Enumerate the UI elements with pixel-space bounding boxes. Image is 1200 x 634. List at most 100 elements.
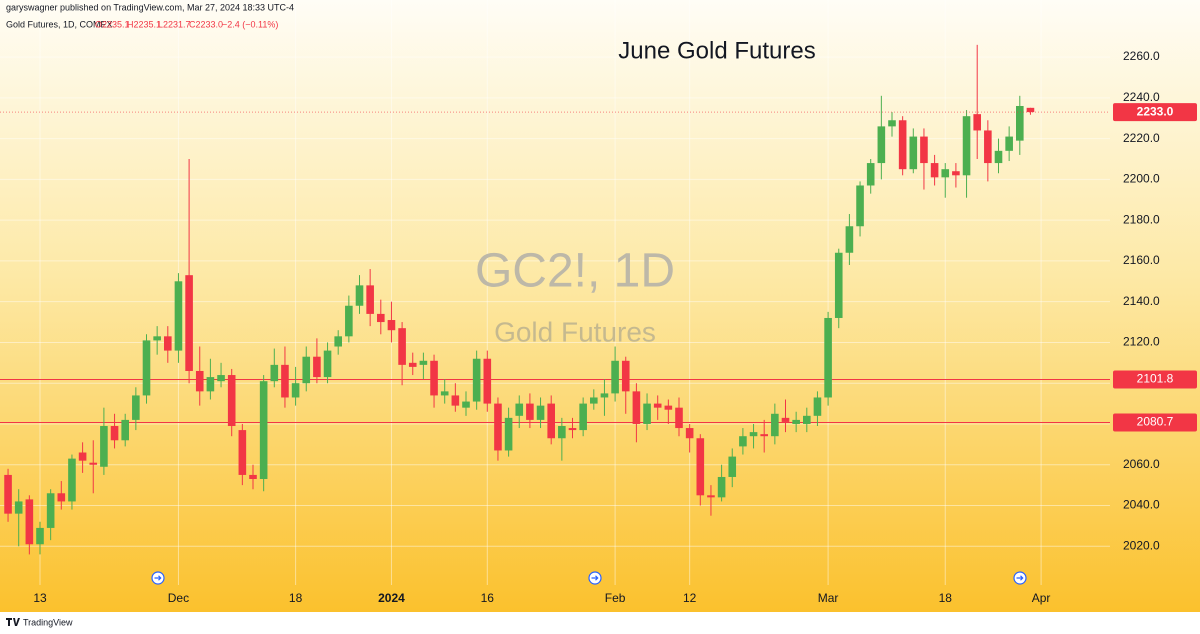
candle-body [227,375,236,427]
candle-body [781,417,790,422]
candle-body [685,428,694,439]
candle-body [68,458,76,502]
candle-body [621,360,630,392]
candle-body [281,364,289,398]
candle-body [707,495,715,498]
y-tick-label: 2060.0 [1123,457,1160,471]
candle-body [888,120,896,127]
x-tick-label: 18 [289,591,303,605]
candle-body [174,281,183,351]
candle-body [866,163,875,186]
candle-body [643,403,651,424]
candle-body [440,391,449,396]
candle-body [78,452,87,461]
y-tick-label: 2240.0 [1123,90,1160,104]
candle-body [377,313,385,323]
publisher: garyswagner published on TradingView.com… [6,2,294,12]
candle-body [962,116,971,176]
candle-body [323,350,332,378]
candle-body [600,393,609,398]
candle-body [387,320,396,331]
legend: Gold Futures, 1D, COMEX O2235.1 H2235.1 … [6,19,278,29]
plot [0,44,1110,555]
x-tick-label: Dec [168,591,189,605]
event-icons [151,571,1027,585]
x-tick-label: Mar [818,591,839,605]
candle-body [973,114,981,131]
y-tick-label: 2120.0 [1123,335,1160,349]
y-tick-label: 2220.0 [1123,131,1160,145]
candle-body [1005,136,1013,151]
candle-body [675,407,683,429]
event-icon[interactable] [151,571,165,585]
candle-body [632,391,641,424]
candle-body [419,360,428,365]
candle-body [504,417,513,451]
x-tick-label: 13 [33,591,47,605]
candle-body [57,493,66,502]
legend-close: C2233.0 [189,19,223,29]
candle-body [462,401,470,408]
candle-body [845,226,854,253]
candle-body [856,185,864,227]
watermark: GC2!, 1D Gold Futures [475,245,675,348]
candle-body [653,403,662,408]
candle-body [941,169,950,178]
last-price-box [1113,103,1197,122]
candle-body [568,428,577,431]
candle-body [834,252,843,318]
candle-body [664,405,673,410]
price-line-label: 2101.8 [1137,372,1174,386]
candle-body [142,340,151,396]
watermark-name: Gold Futures [494,316,656,347]
y-tick-label: 2200.0 [1123,172,1160,186]
x-tick-label: 12 [683,591,697,605]
y-tick-label: 2040.0 [1123,498,1160,512]
candle-body [408,362,417,367]
candle-body [813,397,822,416]
candle-body [164,336,172,351]
candle-body [909,136,918,170]
price-line-label: 2080.7 [1137,415,1174,429]
candle-body [930,163,939,178]
candle-body [14,501,23,514]
candle-body [760,434,768,437]
x-tick-label: Feb [605,591,626,605]
candle-body [121,419,129,441]
candle-body [206,377,215,392]
x-tick-label: 16 [481,591,495,605]
candle-body [984,130,992,164]
event-icon[interactable] [588,571,602,585]
candle-body [749,432,758,437]
candle-body [739,436,747,447]
candle-body [153,336,161,341]
legend-change: −2.4 (−0.11%) [222,19,278,29]
candle-body [803,415,811,424]
legend-open: O2235.1 [95,19,130,29]
candle-body [366,285,374,314]
candle-body [185,275,193,371]
chart-title: June Gold Futures [618,37,815,64]
candle-body [291,383,300,398]
candle-body [249,474,257,480]
y-tick-label: 2020.0 [1123,538,1160,552]
watermark-symbol: GC2!, 1D [475,245,675,298]
candle-body [36,527,44,545]
candle-body [994,150,1003,164]
candle-body [355,285,364,306]
legend-symbol: Gold Futures, 1D, COMEX [6,19,113,29]
candle-body [334,336,342,347]
candle-body [526,403,534,420]
candle-body [728,456,737,477]
event-icon[interactable] [1013,571,1027,585]
candle-body [877,126,886,164]
candle-body [558,426,566,439]
x-tick-label: Apr [1032,591,1051,605]
candle-body [238,430,247,475]
background [0,0,1200,612]
candle-body [345,305,353,337]
candle-body [494,403,502,451]
candle-body [195,370,204,392]
candle-body [217,375,225,382]
